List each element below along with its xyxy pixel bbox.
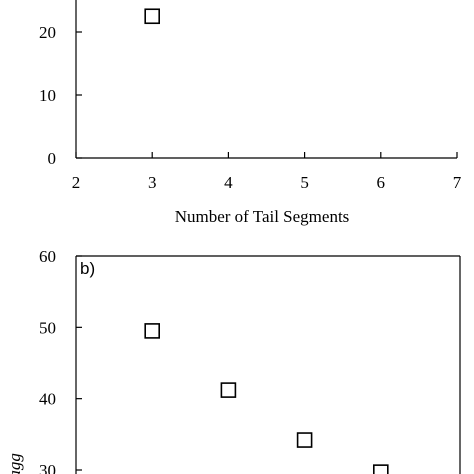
panel-a-x-tick-label: 7 (453, 173, 462, 192)
panel-b-y-tick-label: 30 (39, 461, 56, 474)
panel-b: b) 30 40 50 60 Nagg (5, 247, 461, 474)
panel-a-y-tick-label: 20 (39, 23, 56, 42)
panel-b-data-point (296, 432, 313, 448)
panel-b-y-tick-label: 40 (39, 390, 56, 409)
panel-a-y-tick-label: 0 (48, 149, 57, 168)
panel-a-x-tick-label: 6 (377, 173, 386, 192)
panel-a-x-tick-label: 2 (72, 173, 81, 192)
panel-a-x-axis-title: Number of Tail Segments (175, 207, 350, 226)
panel-b-y-tick-label: 50 (39, 318, 56, 337)
panel-b-data-point (220, 382, 237, 398)
panel-a-y-tick-label: 10 (39, 86, 56, 105)
panel-b-y-axis-title: Nagg (5, 453, 24, 474)
panel-b-data-point (144, 323, 160, 339)
panel-b-label: b) (80, 259, 95, 278)
panel-a-x-tick-label: 3 (148, 173, 157, 192)
panel-b-data-point (372, 464, 389, 474)
panel-b-y-tick-label: 60 (39, 247, 56, 266)
panel-a-x-tick-label: 4 (224, 173, 233, 192)
panel-a-x-tick-label: 5 (300, 173, 309, 192)
panel-a: 2 3 4 5 6 7 0 10 20 Number of Tail Segments (39, 0, 462, 226)
panel-a-data-point (144, 8, 160, 25)
